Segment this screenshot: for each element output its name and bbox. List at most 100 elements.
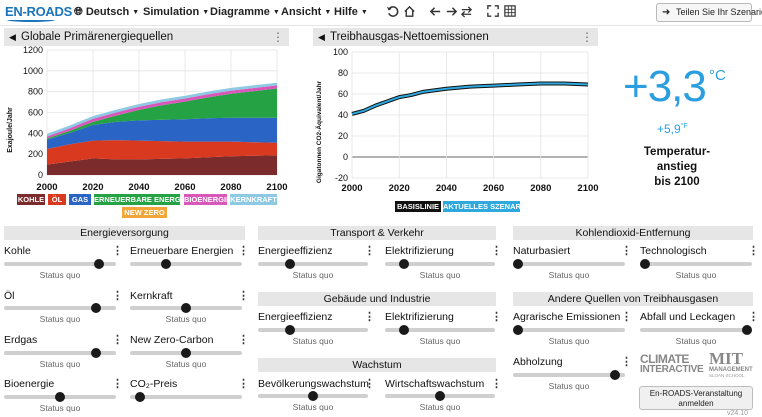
slider-label-bevoelkerung[interactable]: Bevölkerungswachstum	[258, 378, 369, 390]
share-scenario-button[interactable]: ➜ Teilen Sie Ihr Szenario	[656, 3, 762, 22]
arrow-right-icon[interactable]	[444, 5, 458, 19]
slider-label-agrar[interactable]: Agrarische Emissionen	[513, 311, 621, 323]
emissions-graph-header[interactable]: ◀ Treibhausgas-Nettoemissionen ⋮	[313, 28, 598, 46]
more-options-icon[interactable]: ⋮	[272, 30, 284, 44]
energy-legend--l[interactable]: ÖL	[48, 194, 66, 205]
slider-track-erneuerbare[interactable]	[130, 262, 242, 266]
slider-track-building-eff[interactable]	[258, 328, 368, 332]
slider-track-naturbasiert[interactable]	[513, 262, 625, 266]
slider-label-oel[interactable]: Öl	[4, 290, 15, 302]
menu-ansicht[interactable]: Ansicht ▼	[281, 6, 331, 18]
slider-knob-technologisch[interactable]	[640, 259, 650, 269]
slider-knob-oel[interactable]	[90, 303, 101, 313]
slider-knob-abholzung[interactable]	[609, 370, 620, 380]
slider-knob-bioenergie[interactable]	[55, 392, 65, 402]
slider-label-new-zero[interactable]: New Zero-Carbon	[130, 334, 214, 346]
more-options-icon[interactable]: ⋮	[364, 245, 375, 257]
slider-knob-bevoelkerung[interactable]	[308, 391, 318, 401]
energy-legend-kohle[interactable]: KOHLE	[17, 194, 45, 205]
more-options-icon[interactable]: ⋮	[238, 378, 249, 390]
slider-knob-naturbasiert[interactable]	[513, 259, 523, 269]
slider-label-technologisch[interactable]: Technologisch	[640, 245, 707, 257]
energy-legend-erneuerbare-energien[interactable]: ERNEUERBARE ENERGIEN	[94, 194, 194, 205]
more-options-icon[interactable]: ⋮	[621, 311, 632, 323]
slider-track-abholzung[interactable]	[513, 373, 625, 377]
more-options-icon[interactable]: ⋮	[112, 245, 123, 257]
slider-knob-kernkraft[interactable]	[181, 303, 191, 313]
energy-graph-header[interactable]: ◀ Globale Primärenergiequellen ⋮	[4, 28, 289, 46]
slider-knob-agrar[interactable]	[513, 325, 523, 335]
arrow-left-icon[interactable]	[428, 5, 442, 19]
slider-label-transport-eff[interactable]: Energieeffizienz	[258, 245, 333, 257]
more-options-icon[interactable]: ⋮	[491, 311, 502, 323]
emissions-legend-basislinie[interactable]: BASISLINIE	[395, 201, 441, 212]
more-options-icon[interactable]: ⋮	[491, 378, 502, 390]
table-icon[interactable]	[503, 5, 517, 19]
slider-label-bioenergie[interactable]: Bioenergie	[4, 378, 55, 390]
energy-legend-kernkraft[interactable]: KERNKRAFT	[230, 194, 277, 205]
slider-track-transport-elec[interactable]	[385, 262, 495, 266]
slider-track-kohle[interactable]	[4, 262, 116, 266]
slider-label-kohle[interactable]: Kohle	[4, 245, 31, 257]
home-icon[interactable]	[402, 5, 416, 19]
energy-legend-new-zero[interactable]: NEW ZERO	[122, 207, 167, 218]
slider-track-erdgas[interactable]	[4, 351, 116, 355]
slider-knob-erdgas[interactable]	[90, 348, 101, 358]
more-options-icon[interactable]: ⋮	[621, 245, 632, 257]
more-options-icon[interactable]: ⋮	[491, 245, 502, 257]
more-options-icon[interactable]: ⋮	[621, 356, 632, 368]
register-event-button[interactable]: En-ROADS-Veranstaltung anmelden	[639, 386, 753, 410]
slider-label-naturbasiert[interactable]: Naturbasiert	[513, 245, 571, 257]
climate-interactive-logo[interactable]: CLIMATE INTERACTIVE	[640, 353, 704, 375]
slider-label-building-elec[interactable]: Elektrifizierung	[385, 311, 454, 323]
more-options-icon[interactable]: ⋮	[581, 30, 593, 44]
more-options-icon[interactable]: ⋮	[748, 245, 759, 257]
slider-knob-wirtschaft[interactable]	[435, 391, 445, 401]
mit-sloan-logo[interactable]: MIT MANAGEMENT SLOAN SCHOOL	[709, 350, 753, 378]
more-options-icon[interactable]: ⋮	[238, 290, 249, 302]
slider-knob-erneuerbare[interactable]	[160, 259, 171, 269]
chevron-left-icon[interactable]: ◀	[318, 32, 325, 42]
slider-knob-abfall[interactable]	[742, 325, 752, 335]
slider-label-building-eff[interactable]: Energieeffizienz	[258, 311, 333, 323]
slider-label-wirtschaft[interactable]: Wirtschaftswachstum	[385, 378, 485, 390]
slider-track-co2-preis[interactable]	[130, 395, 242, 399]
energy-legend-gas[interactable]: GAS	[69, 194, 91, 205]
slider-label-abfall[interactable]: Abfall und Leckagen	[640, 311, 736, 323]
more-options-icon[interactable]: ⋮	[238, 245, 249, 257]
slider-knob-co2-preis[interactable]	[135, 392, 146, 402]
more-options-icon[interactable]: ⋮	[364, 378, 375, 390]
reset-icon[interactable]	[385, 5, 399, 19]
slider-knob-building-elec[interactable]	[399, 325, 409, 335]
more-options-icon[interactable]: ⋮	[112, 290, 123, 302]
more-options-icon[interactable]: ⋮	[364, 311, 375, 323]
more-options-icon[interactable]: ⋮	[112, 378, 123, 390]
energy-legend-bioenergie[interactable]: BIOENERGIE	[184, 194, 232, 205]
menu-diagramme[interactable]: Diagramme ▼	[210, 6, 280, 18]
compare-icon[interactable]	[459, 5, 473, 19]
fullscreen-icon[interactable]	[486, 5, 500, 19]
more-options-icon[interactable]: ⋮	[112, 334, 123, 346]
slider-track-technologisch[interactable]	[640, 262, 752, 266]
menu-language[interactable]: 🌐︎ Deutsch ▼	[74, 6, 139, 19]
slider-knob-transport-eff[interactable]	[285, 259, 295, 269]
slider-track-transport-eff[interactable]	[258, 262, 368, 266]
more-options-icon[interactable]: ⋮	[238, 334, 249, 346]
slider-label-abholzung[interactable]: Abholzung	[513, 356, 563, 368]
emissions-legend-aktuelles-szenario[interactable]: AKTUELLES SZENARIO	[443, 201, 529, 212]
slider-label-co2-preis[interactable]: CO₂-Preis	[130, 378, 178, 390]
slider-knob-transport-elec[interactable]	[399, 259, 409, 269]
slider-track-agrar[interactable]	[513, 328, 625, 332]
slider-track-building-elec[interactable]	[385, 328, 495, 332]
slider-track-oel[interactable]	[4, 306, 116, 310]
slider-knob-building-eff[interactable]	[285, 325, 295, 335]
slider-label-erneuerbare[interactable]: Erneuerbare Energien	[130, 245, 234, 257]
slider-knob-new-zero[interactable]	[181, 348, 191, 358]
menu-simulation[interactable]: Simulation ▼	[143, 6, 209, 18]
en-roads-logo[interactable]: EN-ROADS	[5, 3, 72, 23]
chevron-left-icon[interactable]: ◀	[9, 32, 16, 42]
slider-label-erdgas[interactable]: Erdgas	[4, 334, 38, 346]
more-options-icon[interactable]: ⋮	[748, 311, 759, 323]
slider-knob-kohle[interactable]	[93, 259, 104, 269]
menu-hilfe[interactable]: Hilfe ▼	[334, 6, 368, 18]
